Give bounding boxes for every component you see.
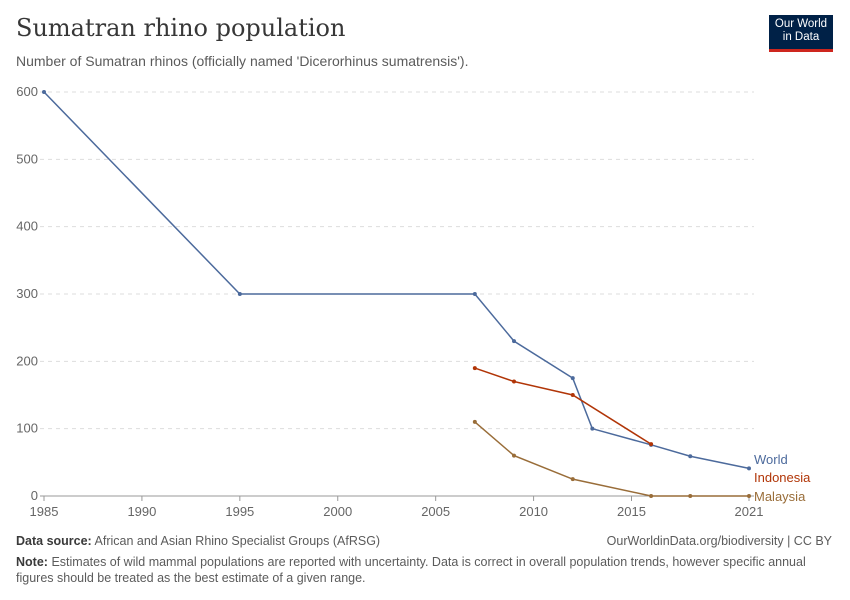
logo-line1: Our World xyxy=(774,18,828,30)
data-point-malaysia xyxy=(570,477,575,482)
legend-label-indonesia: Indonesia xyxy=(754,470,811,485)
data-point-malaysia xyxy=(472,419,477,424)
x-tick-label: 1985 xyxy=(30,504,59,519)
data-point-world xyxy=(512,339,516,344)
y-tick-label: 0 xyxy=(31,488,38,503)
x-tick-label: 2010 xyxy=(519,504,548,519)
data-point-malaysia xyxy=(512,453,516,458)
source-label: Data source: xyxy=(16,534,92,548)
y-tick-label: 600 xyxy=(16,84,38,99)
x-tick-label: 2015 xyxy=(617,504,646,519)
x-tick-label: 1990 xyxy=(127,504,156,519)
owid-logo[interactable]: Our World in Data xyxy=(769,15,833,52)
note: Note: Estimates of wild mammal populatio… xyxy=(16,554,806,586)
y-tick-label: 200 xyxy=(16,353,38,368)
data-point-malaysia xyxy=(649,494,654,498)
x-tick-label: 2000 xyxy=(323,504,352,519)
data-point-malaysia xyxy=(688,494,693,498)
note-text: Estimates of wild mammal populations are… xyxy=(16,555,806,585)
y-tick-label: 300 xyxy=(16,286,38,301)
source-text: African and Asian Rhino Specialist Group… xyxy=(94,534,381,548)
note-label: Note: xyxy=(16,555,48,569)
series-line-malaysia xyxy=(474,421,749,497)
data-point-world xyxy=(570,376,575,381)
y-tick-label: 500 xyxy=(16,151,38,166)
data-point-indonesia xyxy=(472,366,477,371)
data-point-world xyxy=(42,90,46,94)
data-source: Data source: African and Asian Rhino Spe… xyxy=(16,534,380,548)
data-point-world xyxy=(747,466,751,471)
logo-line2: in Data xyxy=(782,31,820,43)
series-line-indonesia xyxy=(474,367,652,445)
y-tick-label: 100 xyxy=(16,421,38,436)
x-tick-label: 2005 xyxy=(421,504,450,519)
legend-label-malaysia: Malaysia xyxy=(754,489,806,504)
chart-title: Sumatran rhino population xyxy=(16,14,346,42)
x-tick-label: 1995 xyxy=(225,504,254,519)
data-point-world xyxy=(237,292,242,296)
data-point-world xyxy=(688,454,693,459)
data-point-world xyxy=(472,292,477,296)
data-point-indonesia xyxy=(570,393,575,397)
data-point-indonesia xyxy=(512,379,516,384)
data-point-indonesia xyxy=(649,442,654,447)
y-tick-label: 400 xyxy=(16,219,38,234)
x-tick-label: 2021 xyxy=(735,504,764,519)
series-line-world xyxy=(43,91,750,470)
chart-subtitle: Number of Sumatran rhinos (officially na… xyxy=(16,53,469,69)
legend-label-world: World xyxy=(754,452,788,467)
source-url[interactable]: OurWorldinData.org/biodiversity | CC BY xyxy=(606,534,832,548)
data-point-malaysia xyxy=(747,494,751,498)
data-point-world xyxy=(590,426,595,431)
